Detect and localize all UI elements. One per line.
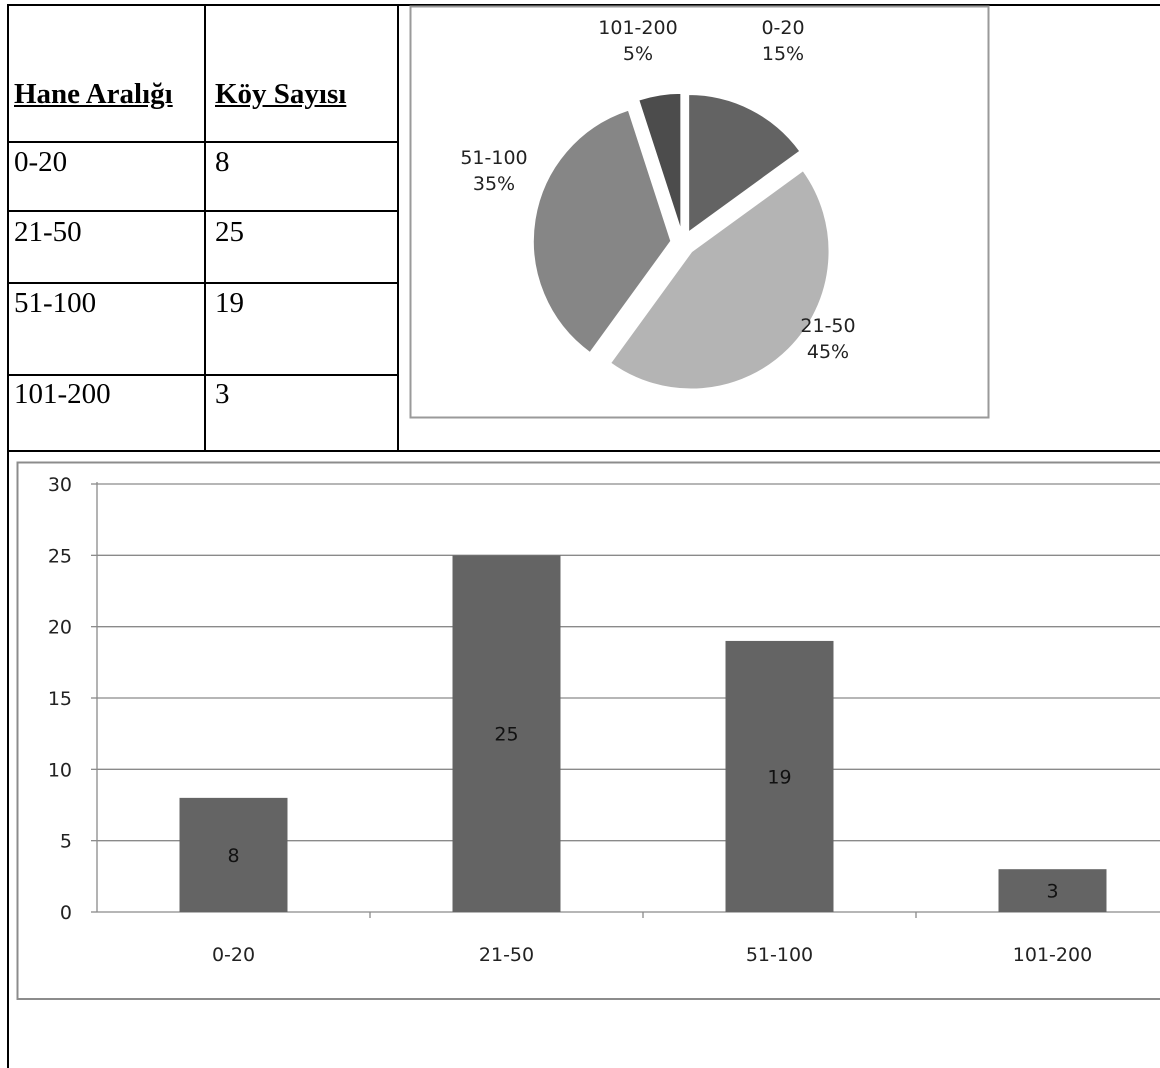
pie-label-percent-21-50: 45% xyxy=(807,341,849,363)
table-border-left xyxy=(7,4,9,1068)
cell-range-2: 21-50 xyxy=(14,216,82,248)
bar-data-label: 3 xyxy=(1046,881,1058,903)
pie-slice-21-50 xyxy=(609,169,831,391)
cell-range-3: 51-100 xyxy=(14,287,97,319)
cell-count-3: 19 xyxy=(215,287,244,319)
y-tick-label: 15 xyxy=(48,688,72,710)
bar-101-200 xyxy=(998,869,1107,912)
y-tick-label: 20 xyxy=(48,617,72,639)
cell-range-4: 101-200 xyxy=(14,378,111,410)
bar-data-label: 25 xyxy=(494,724,518,746)
pie-label-percent-0-20: 15% xyxy=(762,43,804,65)
x-tick-label: 51-100 xyxy=(746,944,813,966)
pie-label-percent-101-200: 5% xyxy=(623,43,653,65)
y-tick-label: 30 xyxy=(48,474,72,496)
cell-count-2: 25 xyxy=(215,216,244,248)
row-line-4 xyxy=(7,374,398,376)
cell-count-4: 3 xyxy=(215,378,230,410)
bar-data-label: 8 xyxy=(227,845,239,867)
row-line-3 xyxy=(7,282,398,284)
row-line-1 xyxy=(7,141,398,143)
y-tick-label: 25 xyxy=(48,545,72,567)
bar-21-50 xyxy=(452,555,561,912)
pie-label-category-51-100: 51-100 xyxy=(460,147,527,169)
pie-label-category-0-20: 0-20 xyxy=(761,17,804,39)
row-line-2 xyxy=(7,210,398,212)
cell-count-1: 8 xyxy=(215,146,230,178)
bar-0-20 xyxy=(179,797,288,912)
y-tick-label: 10 xyxy=(48,759,72,781)
header-hane-araligi: Hane Aralığı xyxy=(14,78,173,110)
pie-slice-101-200 xyxy=(637,92,682,232)
table-divider-col2 xyxy=(397,4,399,452)
pie-slice-51-100 xyxy=(532,108,672,354)
table-divider-bottom xyxy=(7,450,1160,452)
y-tick-label: 5 xyxy=(60,831,72,853)
x-tick-label: 21-50 xyxy=(479,944,534,966)
x-tick-label: 101-200 xyxy=(1013,944,1092,966)
header-koy-sayisi: Köy Sayısı xyxy=(215,78,347,110)
pie-slice-0-20 xyxy=(687,93,802,234)
table-divider-col1 xyxy=(204,4,206,452)
bar-chart-frame xyxy=(16,461,1160,1000)
cell-range-1: 0-20 xyxy=(14,146,68,178)
pie-label-percent-51-100: 35% xyxy=(473,173,515,195)
table-border-top xyxy=(7,4,1160,6)
bar-data-label: 19 xyxy=(767,766,791,788)
y-tick-label: 0 xyxy=(60,902,72,924)
x-tick-label: 0-20 xyxy=(212,944,255,966)
bar-51-100 xyxy=(725,640,834,912)
pie-label-category-101-200: 101-200 xyxy=(598,17,677,39)
pie-label-category-21-50: 21-50 xyxy=(800,315,855,337)
